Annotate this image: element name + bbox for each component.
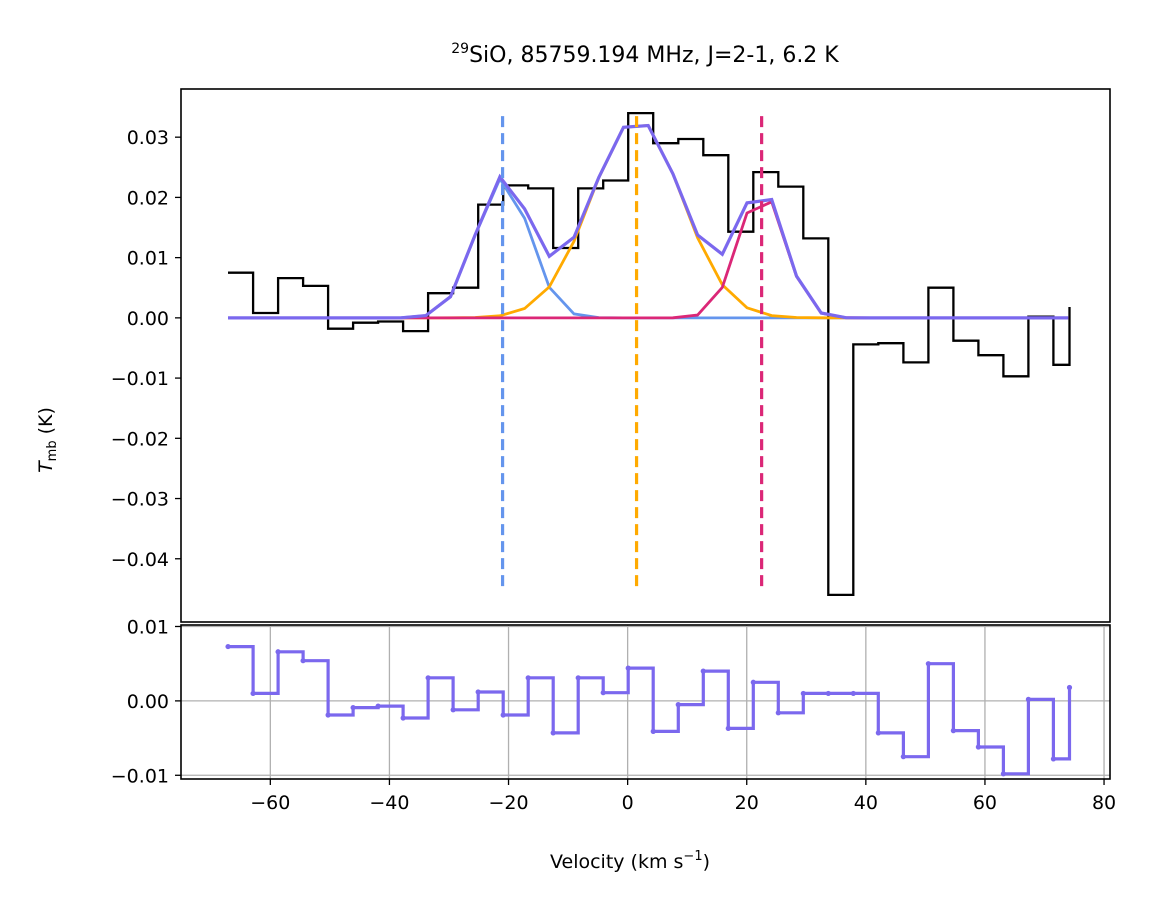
x-axis-label-superscript: −1	[683, 849, 702, 864]
x-tick-label: 40	[854, 792, 878, 814]
gaussian-component-1-line	[228, 175, 1069, 320]
main-y-tick-label: −0.03	[111, 489, 169, 511]
main-y-tick-label: 0.02	[127, 187, 169, 209]
residual-point	[1066, 684, 1073, 691]
residual-point	[425, 675, 431, 681]
residual-point	[1000, 771, 1007, 777]
residual-axes-frame	[180, 624, 1111, 780]
residual-point	[250, 690, 256, 697]
residual-panel: 0.01 0.00 −0.01 −60 −40 −20 0 20 40 60 80	[111, 616, 1116, 814]
x-tick-label: 80	[1092, 792, 1116, 814]
residual-step-line	[228, 645, 1072, 776]
title-main-text: SiO, 85759.194 MHz, J=2-1, 6.2 K	[469, 43, 839, 68]
x-tick-label: −20	[488, 792, 528, 814]
residual-point	[625, 665, 631, 671]
resid-y-tick-label: −0.01	[111, 765, 169, 787]
main-y-tick-label: −0.01	[111, 368, 169, 390]
residual-point	[275, 649, 281, 655]
residual-point	[500, 712, 506, 718]
residual-point	[350, 704, 356, 711]
main-y-tick-label: 0.01	[127, 248, 169, 270]
gaussian-component-3-line	[228, 199, 1069, 320]
residual-point	[575, 675, 581, 681]
main-spectrum-panel: 0.03 0.02 0.01 0.00 −0.01 −0.02 −0.03 −0.04	[111, 88, 1111, 623]
residual-point	[675, 702, 681, 708]
residual-point	[800, 690, 806, 697]
x-tick-label: 20	[735, 792, 759, 814]
x-axis-label: Velocity (km s−1)	[550, 849, 710, 873]
residual-point	[450, 707, 456, 713]
x-tick-label: −40	[369, 792, 409, 814]
main-y-tick-label: −0.04	[111, 549, 169, 571]
total-model-line	[228, 123, 1069, 320]
residual-point	[475, 689, 481, 695]
x-tick-label: −60	[250, 792, 290, 814]
chart-title: 29SiO, 85759.194 MHz, J=2-1, 6.2 K	[451, 41, 839, 68]
y-axis-label-unit: (K)	[35, 407, 57, 440]
observed-spectrum-line	[228, 111, 1071, 597]
title-superscript: 29	[451, 41, 469, 57]
x-tick-label: 0	[622, 792, 634, 814]
residual-point	[600, 690, 606, 696]
residual-point	[1050, 756, 1057, 762]
x-axis-label-close: )	[703, 851, 710, 873]
y-axis-label-subscript: mb	[45, 440, 60, 461]
residual-point	[925, 661, 931, 667]
residual-point	[325, 712, 331, 718]
residual-point	[650, 728, 656, 734]
x-axis-label-main: Velocity (km s	[550, 851, 683, 873]
gaussian-component-2-line	[228, 124, 1069, 320]
residual-point	[975, 744, 981, 750]
main-axes-frame	[180, 88, 1111, 623]
main-y-tick-label: −0.02	[111, 428, 169, 450]
y-axis-label-main: T	[35, 460, 57, 473]
residual-point	[300, 658, 306, 664]
residual-point	[525, 675, 531, 681]
resid-y-tick-label: 0.01	[127, 616, 169, 638]
residual-point	[825, 690, 831, 697]
resid-y-tick-label: 0.00	[127, 691, 169, 713]
residual-point	[850, 690, 856, 697]
y-axis-label: Tmb (K)	[35, 407, 60, 473]
residual-point	[700, 668, 706, 674]
residual-point	[775, 710, 781, 716]
residual-point	[725, 725, 731, 732]
x-tick-label: 60	[973, 792, 997, 814]
residual-point	[875, 730, 881, 736]
residual-point	[375, 703, 381, 709]
main-y-tick-label: 0.03	[127, 127, 169, 149]
residual-point	[225, 643, 231, 650]
main-y-tick-label: 0.00	[127, 308, 169, 330]
residual-point	[550, 730, 556, 736]
residual-point	[900, 754, 906, 760]
residual-point	[750, 679, 756, 685]
residual-point	[400, 715, 406, 721]
residual-point	[1025, 696, 1032, 702]
residual-point	[950, 728, 956, 734]
